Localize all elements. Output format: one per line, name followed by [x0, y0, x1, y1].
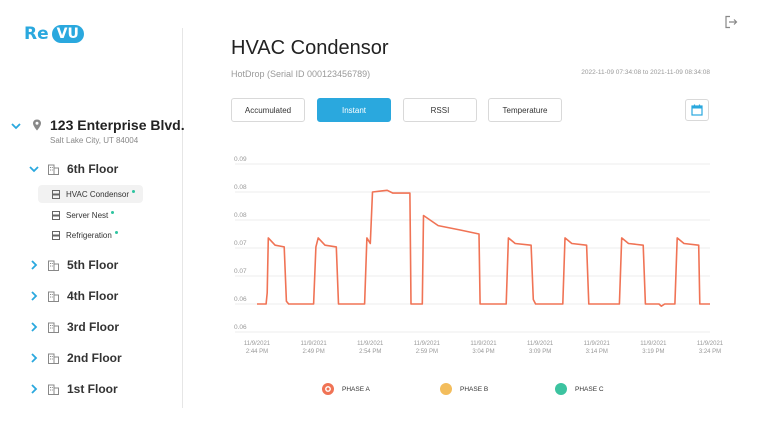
- floor-item-4[interactable]: 4th Floor: [28, 288, 118, 304]
- logout-icon[interactable]: [724, 15, 738, 29]
- status-dot: [114, 230, 118, 234]
- page-title: HVAC Condensor: [231, 37, 389, 59]
- x-tick-date: 11/9/2021: [414, 341, 441, 347]
- status-dot: [132, 189, 135, 193]
- device-label: Refrigeration: [66, 230, 112, 240]
- device-icon: [52, 189, 60, 199]
- x-tick-time: 3:14 PM: [586, 349, 608, 355]
- floor-label: 3rd Floor: [67, 320, 120, 334]
- calendar-icon: [691, 104, 703, 116]
- x-tick-time: 2:44 PM: [246, 349, 268, 355]
- legend-item-phase-c[interactable]: PHASE C: [555, 383, 604, 395]
- logo-badge: VU: [51, 25, 84, 43]
- floor-label: 2nd Floor: [67, 351, 122, 365]
- x-tick-date: 11/9/2021: [244, 341, 271, 347]
- series-line-phase-a: [257, 189, 710, 307]
- x-tick-date: 11/9/2021: [527, 341, 554, 347]
- chevron-right-icon[interactable]: [28, 321, 40, 333]
- device-icon: [52, 230, 60, 240]
- legend-label: PHASE A: [342, 385, 370, 393]
- building-icon: [48, 353, 59, 364]
- device-icon: [52, 210, 60, 220]
- building-icon: [48, 384, 59, 395]
- legend-marker-phase-a: [322, 383, 334, 395]
- floor-label: 1st Floor: [67, 382, 118, 396]
- floor-label: 4th Floor: [67, 289, 119, 303]
- chevron-right-icon[interactable]: [28, 383, 40, 395]
- x-tick-time: 3:19 PM: [642, 349, 664, 355]
- tab-accumulated[interactable]: Accumulated: [231, 98, 305, 122]
- x-tick-date: 11/9/2021: [640, 341, 667, 347]
- y-tick-label: 0.09: [234, 156, 247, 163]
- x-tick-time: 3:04 PM: [472, 349, 494, 355]
- building-item[interactable]: 123 Enterprise Blvd. Salt Lake City, UT …: [10, 117, 185, 145]
- tab-rssi[interactable]: RSSI: [403, 98, 477, 122]
- device-label: Server Nest: [66, 210, 109, 220]
- legend-label: PHASE B: [460, 385, 489, 393]
- x-tick-date: 11/9/2021: [301, 341, 328, 347]
- legend-marker-phase-c: [555, 383, 567, 395]
- x-tick-time: 2:59 PM: [416, 349, 438, 355]
- legend-label: PHASE C: [575, 385, 604, 393]
- y-tick-label: 0.07: [234, 268, 247, 275]
- tab-temperature[interactable]: Temperature: [488, 98, 562, 122]
- chevron-down-icon[interactable]: [10, 120, 22, 132]
- floor-item-5[interactable]: 5th Floor: [28, 257, 118, 273]
- calendar-button[interactable]: [685, 99, 709, 121]
- legend-item-phase-b[interactable]: PHASE B: [440, 383, 488, 395]
- floor-item-3[interactable]: 3rd Floor: [28, 319, 119, 335]
- building-icon: [48, 164, 59, 175]
- floor-item-1[interactable]: 1st Floor: [28, 381, 118, 397]
- x-tick-date: 11/9/2021: [357, 341, 384, 347]
- device-label: HVAC Condensor: [66, 189, 129, 199]
- logo-prefix: Re: [24, 24, 49, 44]
- x-tick-date: 11/9/2021: [470, 341, 497, 347]
- x-tick-time: 2:54 PM: [359, 349, 381, 355]
- legend-item-phase-a[interactable]: PHASE A: [322, 383, 370, 395]
- x-tick-time: 3:09 PM: [529, 349, 551, 355]
- device-item-refrigeration[interactable]: Refrigeration: [38, 226, 126, 244]
- y-tick-label: 0.08: [234, 212, 247, 219]
- device-subtitle: HotDrop (Serial ID 000123456789): [231, 69, 371, 79]
- y-tick-label: 0.07: [234, 240, 247, 247]
- x-tick-date: 11/9/2021: [697, 341, 724, 347]
- revu-logo: Re VU: [24, 24, 84, 44]
- location-pin-icon: [33, 119, 41, 131]
- device-item-server-nest[interactable]: Server Nest: [38, 206, 122, 224]
- sidebar-divider: [182, 28, 183, 408]
- x-tick-time: 3:24 PM: [699, 349, 721, 355]
- y-tick-label: 0.08: [234, 184, 247, 191]
- floor-label: 5th Floor: [67, 258, 119, 272]
- y-tick-label: 0.06: [234, 296, 247, 303]
- chevron-right-icon[interactable]: [28, 352, 40, 364]
- building-address: Salt Lake City, UT 84004: [50, 136, 139, 145]
- status-dot: [111, 210, 115, 214]
- x-tick-date: 11/9/2021: [584, 341, 611, 347]
- legend-marker-phase-b: [440, 383, 452, 395]
- floor-item-6[interactable]: 6th Floor: [28, 161, 118, 177]
- instant-power-chart: 0.09 0.08 0.08 0.07 0.07 0.06 0.06 11/9/2021 2:4…: [234, 156, 724, 355]
- building-icon: [48, 291, 59, 302]
- x-tick-time: 2:49 PM: [302, 349, 324, 355]
- y-tick-label: 0.06: [234, 324, 247, 331]
- chevron-right-icon[interactable]: [28, 290, 40, 302]
- floor-label: 6th Floor: [67, 162, 119, 176]
- floor-item-2[interactable]: 2nd Floor: [28, 350, 122, 366]
- date-range: 2022-11-09 07:34:08 to 2021-11-09 08:34:…: [581, 69, 710, 76]
- chevron-right-icon[interactable]: [28, 259, 40, 271]
- building-icon: [48, 260, 59, 271]
- chevron-down-icon[interactable]: [28, 163, 40, 175]
- device-item-hvac-condensor[interactable]: HVAC Condensor: [38, 185, 143, 203]
- building-name: 123 Enterprise Blvd.: [50, 117, 185, 133]
- tab-instant[interactable]: Instant: [317, 98, 391, 122]
- building-icon: [48, 322, 59, 333]
